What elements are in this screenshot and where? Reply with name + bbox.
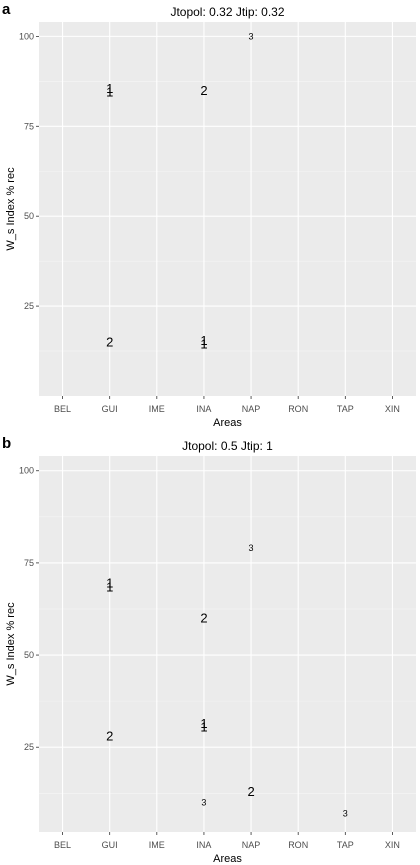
x-tick-label: NAP xyxy=(242,840,261,850)
x-tick-label: RON xyxy=(288,404,308,414)
data-point-label: 1 xyxy=(200,719,207,734)
x-tick-label: INA xyxy=(196,840,211,850)
x-tick-label: GUI xyxy=(102,404,118,414)
x-tick-label: IME xyxy=(149,404,165,414)
x-tick-label: RON xyxy=(288,840,308,850)
panel-letter: a xyxy=(2,1,11,18)
data-point-label: 2 xyxy=(247,784,254,799)
data-point-label: 1 xyxy=(200,336,207,351)
x-tick-label: INA xyxy=(196,404,211,414)
data-point-label: 3 xyxy=(249,543,254,553)
y-axis-title: W_s Index % rec xyxy=(5,167,17,251)
chart-title: Jtopol: 0.32 Jtip: 0.32 xyxy=(170,5,284,19)
data-point-label: 1 xyxy=(200,333,207,348)
data-point-label: 1 xyxy=(106,85,113,100)
plot-panel-background xyxy=(39,22,416,396)
y-tick-label: 75 xyxy=(24,121,34,131)
data-point-label: 1 xyxy=(106,81,113,96)
x-tick-label: IME xyxy=(149,840,165,850)
chart-title: Jtopol: 0.5 Jtip: 1 xyxy=(182,439,273,453)
x-tick-label: NAP xyxy=(242,404,261,414)
x-axis-title: Areas xyxy=(213,417,242,429)
data-point-label: 2 xyxy=(106,729,113,744)
y-tick-label: 100 xyxy=(19,466,34,476)
data-point-label: 3 xyxy=(201,798,206,808)
x-axis-title: Areas xyxy=(213,853,242,865)
x-tick-label: BEL xyxy=(54,840,71,850)
data-point-label: 2 xyxy=(200,611,207,626)
data-point-label: 2 xyxy=(106,335,113,350)
panel-letter: b xyxy=(2,435,11,452)
y-tick-label: 25 xyxy=(24,301,34,311)
y-tick-label: 25 xyxy=(24,742,34,752)
y-tick-label: 75 xyxy=(24,558,34,568)
x-tick-label: XIN xyxy=(385,840,400,850)
data-point-label: 1 xyxy=(106,576,113,591)
data-point-label: 3 xyxy=(249,31,254,41)
y-tick-label: 50 xyxy=(24,650,34,660)
data-point-label: 2 xyxy=(200,83,207,98)
data-point-label: 3 xyxy=(343,809,348,819)
x-tick-label: TAP xyxy=(337,404,354,414)
y-axis-title: W_s Index % rec xyxy=(5,602,17,686)
data-point-label: 1 xyxy=(200,716,207,731)
y-tick-label: 100 xyxy=(19,31,34,41)
x-tick-label: TAP xyxy=(337,840,354,850)
plot-panel-background xyxy=(39,456,416,832)
x-tick-label: BEL xyxy=(54,404,71,414)
x-tick-label: XIN xyxy=(385,404,400,414)
y-tick-label: 50 xyxy=(24,211,34,221)
data-point-label: 1 xyxy=(106,579,113,594)
x-tick-label: GUI xyxy=(102,840,118,850)
